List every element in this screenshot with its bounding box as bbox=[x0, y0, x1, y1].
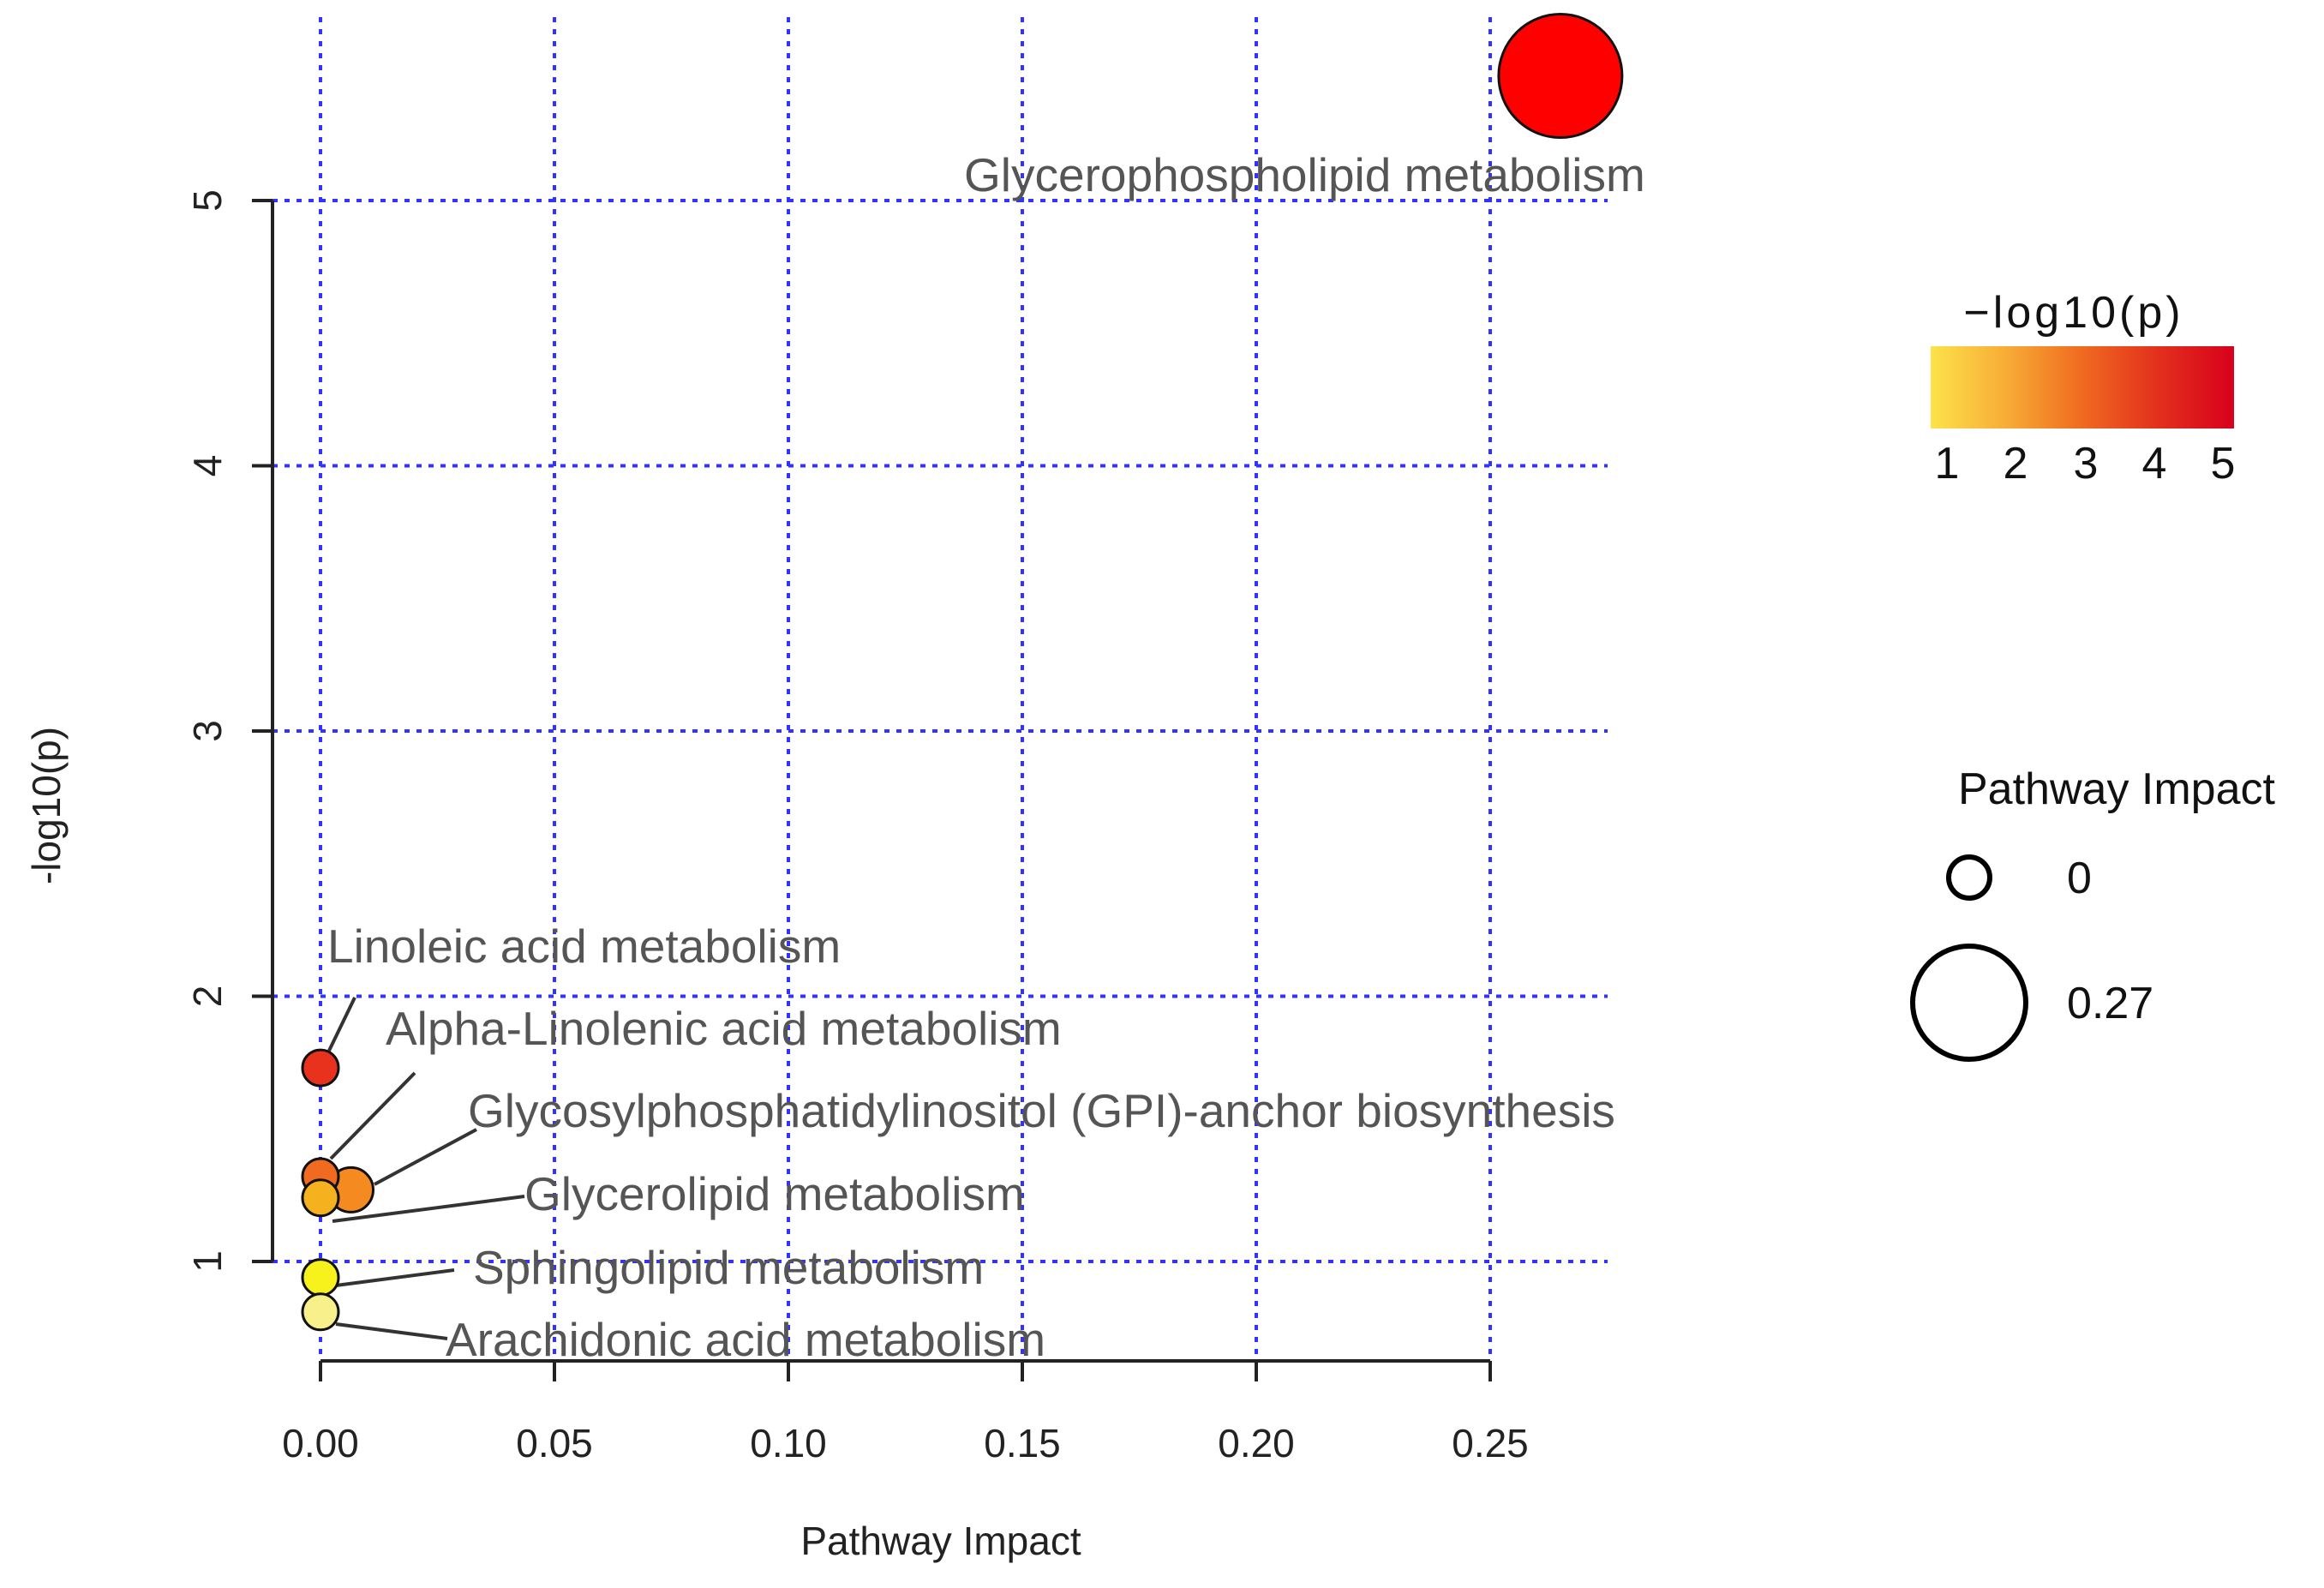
x-tick-label-2: 0.10 bbox=[750, 1421, 827, 1465]
point-label-1: Linoleic acid metabolism bbox=[327, 920, 841, 973]
leader-line-2 bbox=[329, 1071, 416, 1160]
point-label-3: Glycosylphosphatidylinositol (GPI)-ancho… bbox=[468, 1084, 1615, 1137]
data-point-4 bbox=[301, 1178, 340, 1218]
leader-line-4 bbox=[332, 1195, 525, 1223]
label-leader-lines bbox=[327, 997, 525, 1340]
point-label-4: Glycerolipid metabolism bbox=[524, 1167, 1025, 1220]
point-labels: Glycerophospholipid metabolism Linoleic a… bbox=[327, 148, 1645, 1366]
point-label-0: Glycerophospholipid metabolism bbox=[964, 148, 1645, 201]
size-legend-circle-0 bbox=[1946, 854, 1992, 901]
color-legend-title: −log10(p) bbox=[1963, 288, 2183, 338]
data-point-6 bbox=[301, 1292, 340, 1332]
size-legend-circle-1 bbox=[1910, 944, 2028, 1062]
data-point-5 bbox=[301, 1258, 340, 1297]
legends: −log10(p) 1 2 3 4 5 Pathway Impact 0 0.27 bbox=[1910, 288, 2275, 1062]
color-legend-tick-4: 5 bbox=[2211, 439, 2236, 488]
point-label-6: Arachidonic acid metabolism bbox=[446, 1313, 1045, 1366]
y-tick-label-0: 1 bbox=[185, 1250, 230, 1273]
data-points bbox=[301, 13, 1624, 1332]
size-legend-title: Pathway Impact bbox=[1958, 764, 2275, 814]
point-label-5: Sphingolipid metabolism bbox=[473, 1241, 984, 1294]
x-tick-label-3: 0.15 bbox=[984, 1421, 1061, 1465]
x-axis-title: Pathway Impact bbox=[800, 1519, 1081, 1563]
x-tick-label-5: 0.25 bbox=[1452, 1421, 1529, 1465]
y-tick-label-3: 4 bbox=[185, 455, 230, 477]
y-axis-title: -log10(p) bbox=[24, 727, 69, 884]
size-legend-label-1: 0.27 bbox=[2067, 979, 2153, 1028]
leader-line-1 bbox=[327, 997, 356, 1052]
axes: 0.00 0.05 0.10 0.15 0.20 0.25 1 2 3 4 5 Pathway Imp… bbox=[24, 189, 1529, 1563]
y-tick-label-2: 3 bbox=[185, 720, 230, 742]
x-tick-label-0: 0.00 bbox=[282, 1421, 359, 1465]
y-tick-label-1: 2 bbox=[185, 986, 230, 1008]
data-point-0 bbox=[1497, 13, 1624, 140]
color-legend-tick-0: 1 bbox=[1935, 439, 1960, 488]
color-legend-bar bbox=[1931, 346, 2234, 428]
color-legend-tick-3: 4 bbox=[2142, 439, 2167, 488]
x-tick-label-1: 0.05 bbox=[516, 1421, 593, 1465]
size-legend-label-0: 0 bbox=[2067, 854, 2092, 903]
leader-line-3 bbox=[374, 1128, 477, 1186]
x-tick-label-4: 0.20 bbox=[1218, 1421, 1295, 1465]
color-legend-tick-2: 3 bbox=[2074, 439, 2099, 488]
point-label-2: Alpha-Linolenic acid metabolism bbox=[386, 1002, 1062, 1055]
y-tick-label-4: 5 bbox=[185, 189, 230, 212]
leader-line-5 bbox=[335, 1268, 455, 1287]
leader-line-6 bbox=[335, 1322, 448, 1340]
data-point-1 bbox=[301, 1048, 340, 1088]
color-legend-tick-1: 2 bbox=[2004, 439, 2028, 488]
grid-lines bbox=[273, 17, 1608, 1361]
